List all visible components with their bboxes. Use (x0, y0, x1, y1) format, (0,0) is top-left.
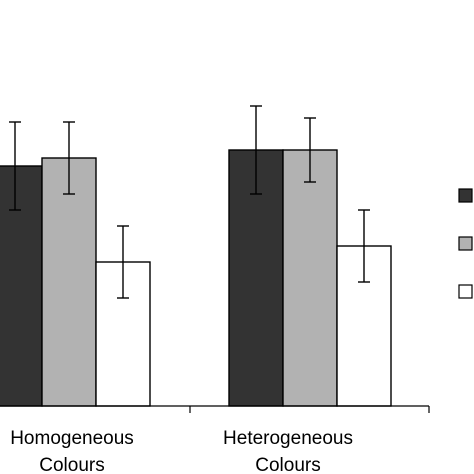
x-tick-label-heterogeneous-line1: Heterogeneous (223, 428, 353, 449)
x-tick-label-homogeneous-line1: Homogeneous (10, 428, 134, 449)
x-tick-label-heterogeneous-line2: Colours (255, 455, 320, 474)
x-tick-label-homogeneous-line2: Colours (39, 455, 104, 474)
error-bars-layer (9, 105, 370, 299)
legend-swatch-series1 (458, 236, 473, 251)
bars-layer (0, 149, 392, 407)
x-axis-ticks (189, 406, 430, 413)
bar-cat0-series1 (41, 157, 97, 407)
bar-cat1-series1 (282, 149, 338, 407)
legend-swatch-series2 (458, 284, 473, 299)
bar-cat0-series0 (0, 165, 43, 407)
legend-swatch-series0 (458, 188, 473, 203)
legend (458, 188, 473, 299)
x-axis-tick-labels: Homogeneous Colours Heterogeneous Colour… (10, 428, 353, 474)
